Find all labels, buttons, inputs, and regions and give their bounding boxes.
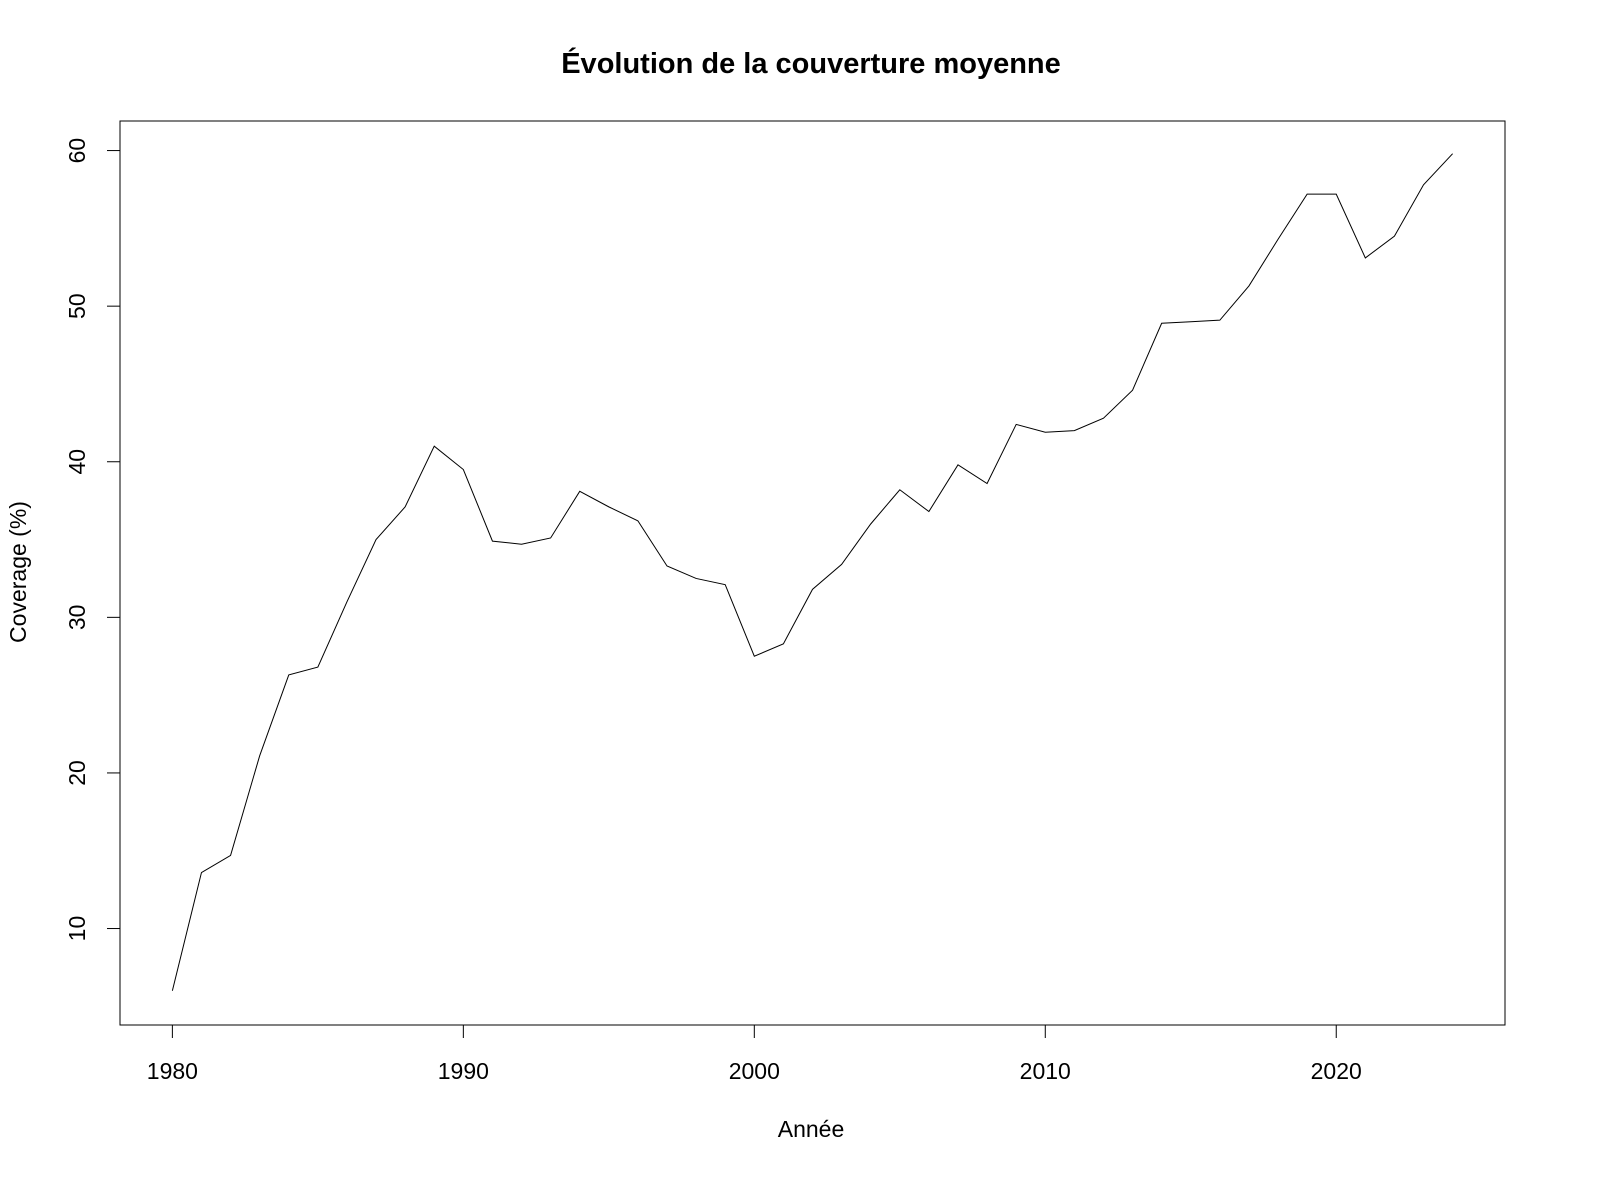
x-tick-label: 2000 <box>729 1058 780 1084</box>
y-tick-label: 60 <box>64 138 90 164</box>
series-line <box>171 153 1453 991</box>
chart-title: Évolution de la couverture moyenne <box>561 46 1061 80</box>
y-tick-label: 50 <box>64 293 90 319</box>
y-axis: 10 20 30 40 50 60 <box>64 138 121 942</box>
x-axis-label: Année <box>778 1116 845 1142</box>
y-tick-label: 10 <box>64 916 90 942</box>
x-tick-label: 2010 <box>1020 1058 1071 1084</box>
y-tick-label: 40 <box>64 449 90 475</box>
y-tick-label: 30 <box>64 605 90 631</box>
y-tick-label: 20 <box>64 760 90 786</box>
x-tick-label: 1990 <box>438 1058 489 1084</box>
x-tick-label: 2020 <box>1311 1058 1362 1084</box>
y-axis-label: Coverage (%) <box>5 501 31 643</box>
x-axis: 1980 1990 2000 2010 2020 <box>147 1024 1362 1084</box>
x-tick-label: 1980 <box>147 1058 198 1084</box>
plot-frame <box>119 120 1506 1026</box>
